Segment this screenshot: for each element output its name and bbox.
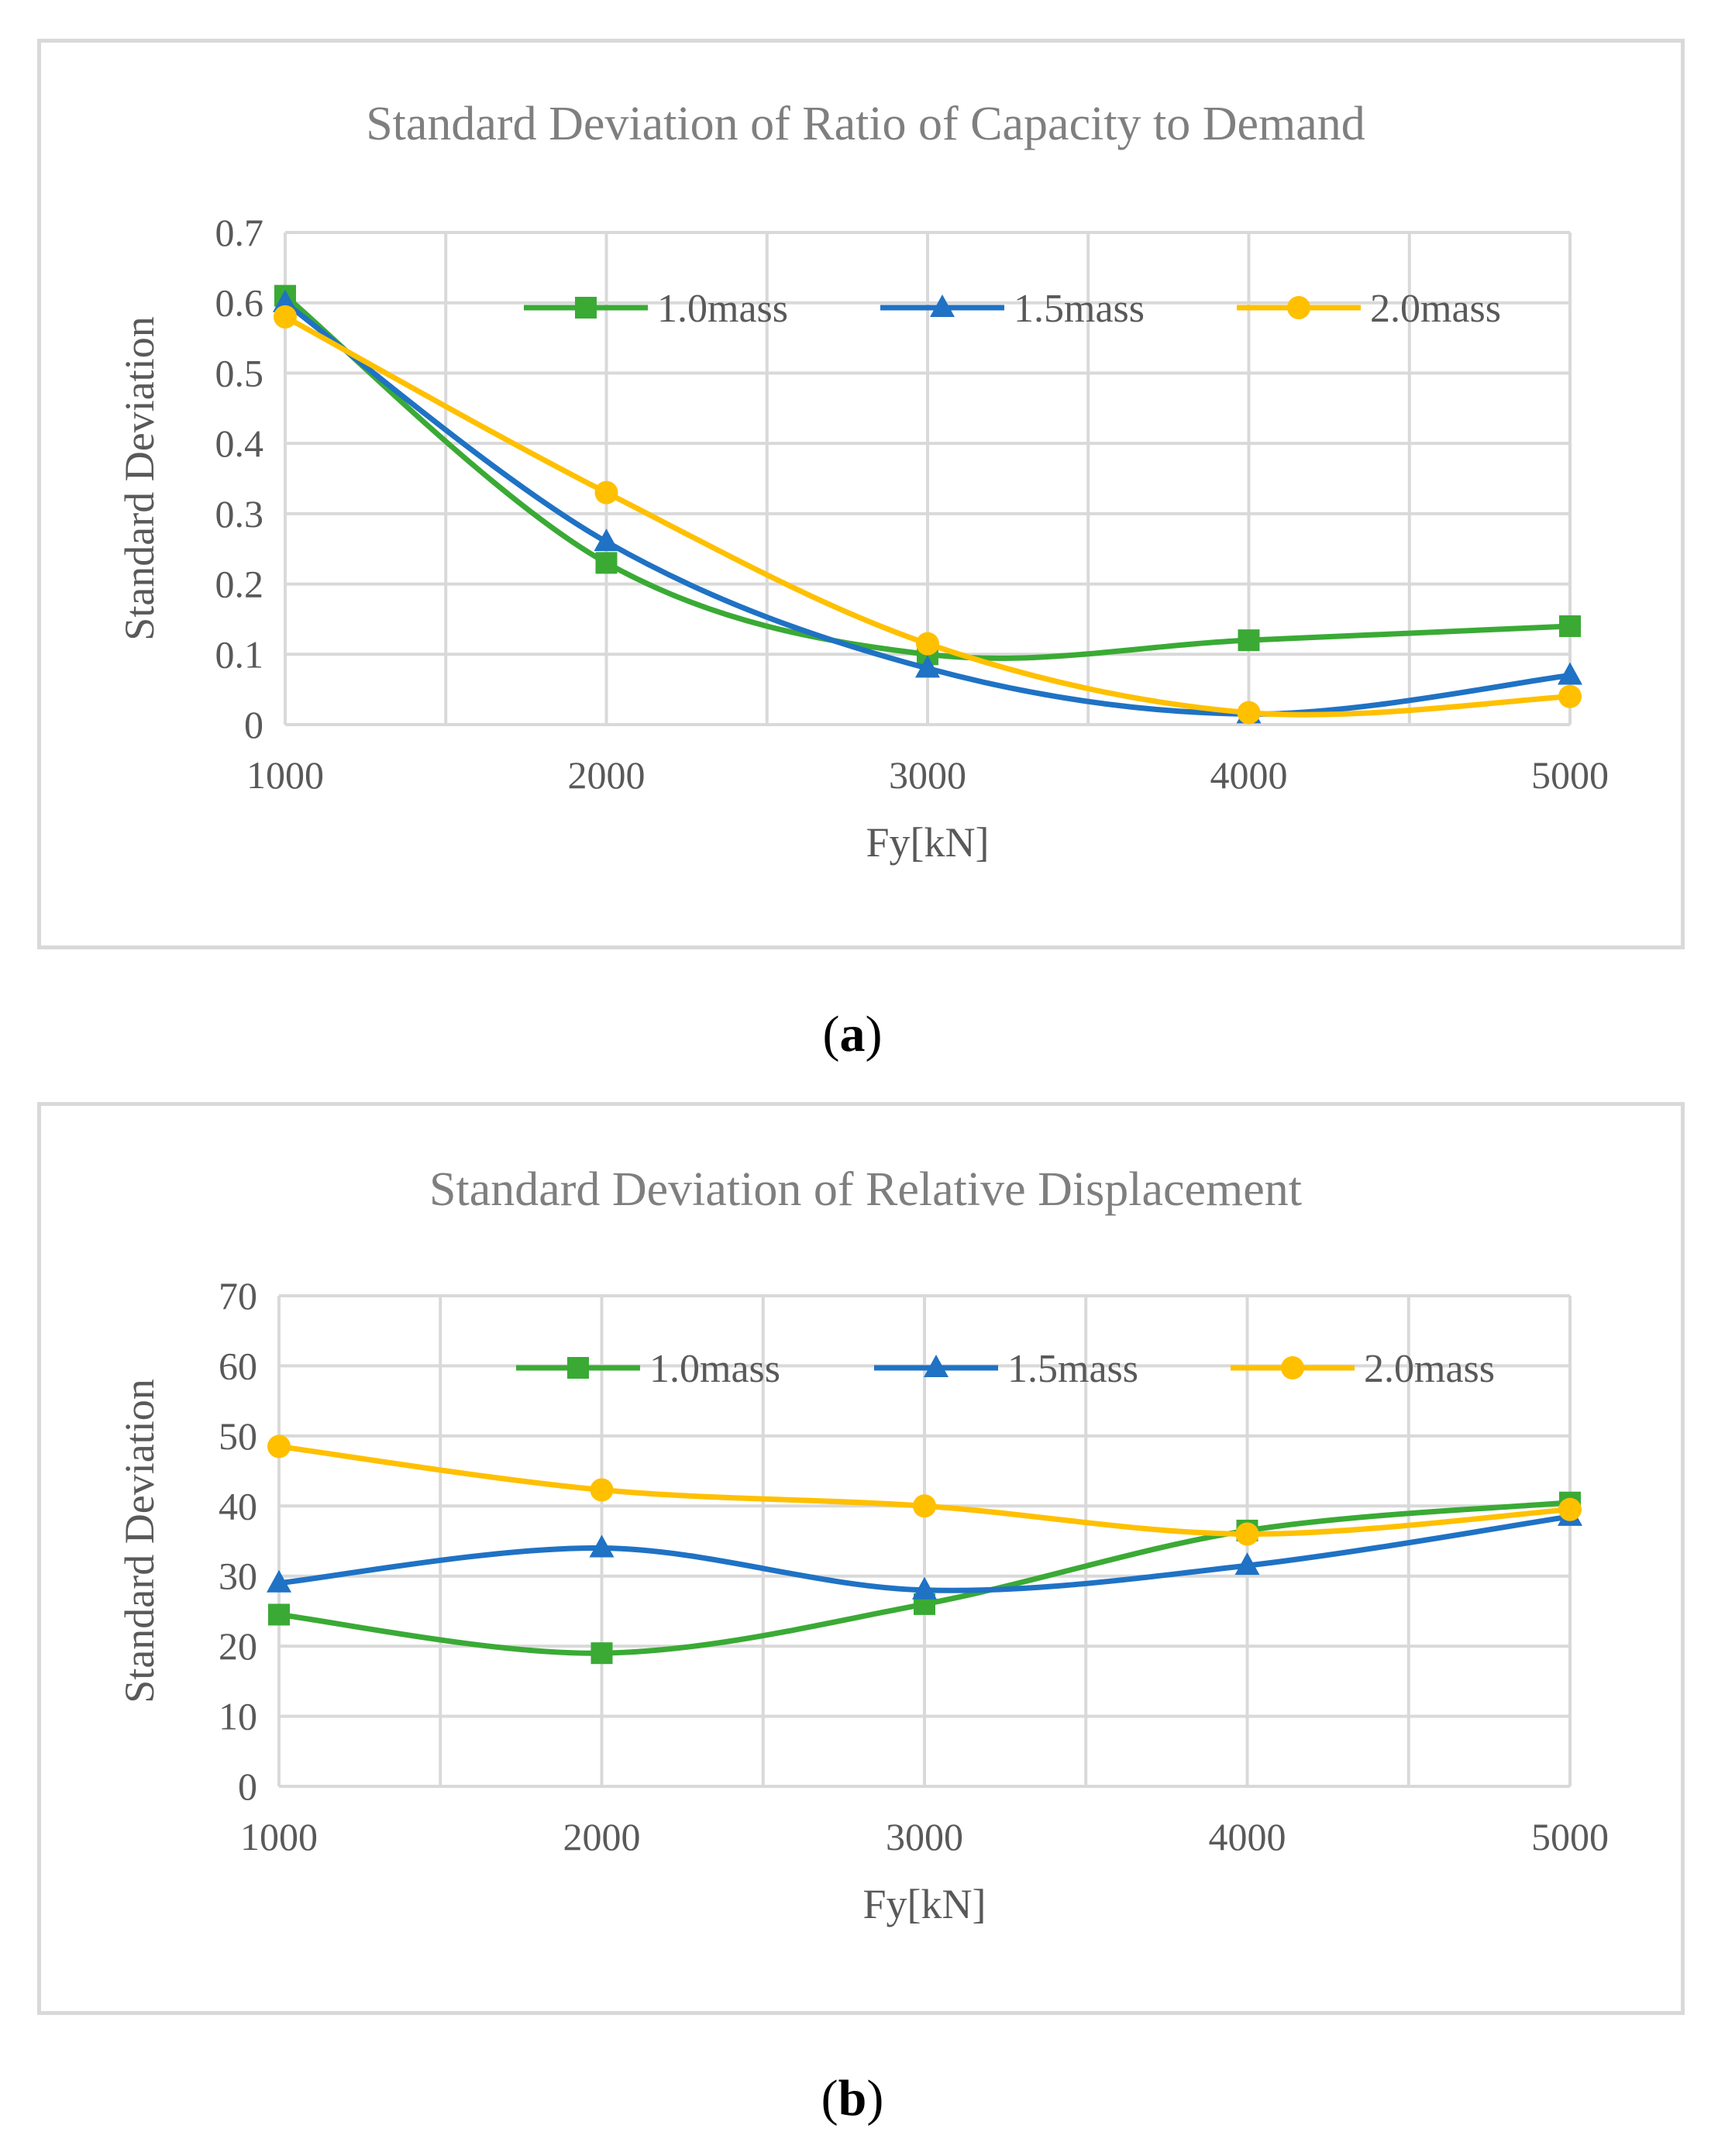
chart-a-title: Standard Deviation of Ratio of Capacity … <box>366 98 1365 150</box>
chart-a-legend-label-1.0mass: 1.0mass <box>657 287 788 331</box>
chart-b-data-point-2.0mass <box>590 1478 614 1502</box>
chart-b-x-tick-label: 1000 <box>240 1815 318 1858</box>
chart-b-data-point-2.0mass <box>267 1434 291 1459</box>
chart-a-legend-label-1.5mass: 1.5mass <box>1014 287 1145 331</box>
chart-a-svg: Standard Deviation of Ratio of Capacity … <box>116 98 1609 866</box>
caption-a: (a) <box>822 1006 883 1063</box>
chart-a-gridlines <box>284 231 1572 726</box>
chart-b-y-axis-title: Standard Deviation <box>116 1379 163 1703</box>
chart-a-y-tick-label: 0 <box>244 703 263 746</box>
chart-b-x-axis-title: Fy[kN] <box>863 1881 986 1927</box>
chart-panel-a: Standard Deviation of Ratio of Capacity … <box>37 39 1685 949</box>
chart-a-x-axis-title: Fy[kN] <box>866 819 990 866</box>
chart-b-x-tick-label: 3000 <box>886 1815 963 1858</box>
chart-panel-b: Standard Deviation of Relative Displacem… <box>37 1102 1685 2015</box>
chart-b-y-tick-label: 0 <box>238 1765 257 1808</box>
chart-b-svg: Standard Deviation of Relative Displacem… <box>116 1163 1609 1927</box>
chart-a-x-tick-label: 4000 <box>1210 753 1288 797</box>
chart-b-data-point-2.0mass <box>1235 1522 1259 1546</box>
chart-b-y-tick-label: 20 <box>219 1624 257 1668</box>
caption-a-letter: a <box>839 1006 866 1063</box>
chart-a-data-point-2.0mass <box>594 480 618 505</box>
chart-b-data-point-1.5mass <box>267 1569 291 1593</box>
chart-a-data-point-1.5mass <box>1558 662 1582 685</box>
chart-a-y-tick-label: 0.2 <box>215 563 264 606</box>
chart-b-legend: 1.0mass 1.5mass 2.0mass <box>516 1347 1495 1391</box>
chart-a-y-tick-label: 0.3 <box>215 492 264 536</box>
chart-a-series-line-1.5mass <box>282 300 1573 717</box>
chart-b-data-point-1.0mass <box>590 1642 613 1665</box>
chart-a-legend: 1.0mass 1.5mass 2.0mass <box>524 287 1501 331</box>
chart-b-x-tick-label: 2000 <box>563 1815 641 1858</box>
chart-b-data-point-2.0mass <box>1558 1497 1582 1521</box>
chart-a-x-tick-label: 3000 <box>889 753 966 797</box>
chart-b-series-2.0mass <box>267 1434 1582 1546</box>
chart-a-y-tick-label: 0.7 <box>215 211 264 254</box>
chart-a-series-2.0mass <box>274 305 1582 725</box>
caption-b: (b) <box>821 2070 884 2127</box>
chart-b-y-tick-label: 30 <box>219 1555 257 1598</box>
chart-a-data-point-2.0mass <box>1237 701 1261 725</box>
chart-a-data-point-2.0mass <box>274 305 297 329</box>
chart-a-y-axis-title: Standard Deviation <box>116 316 163 640</box>
chart-a-data-point-2.0mass <box>916 632 939 656</box>
chart-b-y-tick-label: 70 <box>219 1274 257 1317</box>
chart-a-data-point-1.0mass <box>1559 615 1581 637</box>
chart-b-legend-marker-1.5mass <box>924 1355 949 1377</box>
chart-b-data-point-1.5mass <box>1234 1552 1260 1576</box>
chart-a-y-tick-label: 0.5 <box>215 351 264 394</box>
chart-b-legend-marker-2.0mass <box>1281 1356 1304 1379</box>
chart-a-legend-label-2.0mass: 2.0mass <box>1370 287 1501 331</box>
chart-b-y-tick-label: 50 <box>219 1414 257 1458</box>
chart-a-x-tick-label: 5000 <box>1531 753 1609 797</box>
chart-b-data-point-1.5mass <box>589 1534 615 1558</box>
chart-b-x-tick-label: 5000 <box>1531 1815 1609 1858</box>
chart-a-y-tick-label: 0.6 <box>215 281 264 325</box>
chart-b-y-tick-label: 10 <box>219 1695 257 1738</box>
chart-b-data-point-2.0mass <box>913 1494 936 1518</box>
chart-a-y-tick-label: 0.4 <box>215 422 264 465</box>
chart-a-x-tick-label: 2000 <box>568 753 646 797</box>
chart-a-data-point-1.5mass <box>273 289 298 312</box>
chart-b-y-tick-label: 40 <box>219 1484 257 1527</box>
chart-b-legend-label-2.0mass: 2.0mass <box>1364 1347 1495 1391</box>
chart-a-legend-marker-1.5mass <box>930 294 955 317</box>
chart-b-legend-label-1.0mass: 1.0mass <box>649 1347 780 1391</box>
chart-b-data-point-1.5mass <box>912 1576 937 1600</box>
chart-a-legend-marker-1.0mass <box>575 297 597 319</box>
chart-a-data-point-2.0mass <box>1558 684 1582 708</box>
chart-b-legend-marker-1.0mass <box>567 1357 589 1379</box>
chart-a-data-point-1.0mass <box>595 552 618 574</box>
chart-a-data-point-1.5mass <box>915 655 940 678</box>
caption-b-letter: b <box>838 2070 867 2127</box>
chart-b-data-point-1.0mass <box>268 1603 290 1626</box>
chart-a-data-point-1.0mass <box>1238 629 1260 652</box>
chart-b-title: Standard Deviation of Relative Displacem… <box>429 1163 1302 1216</box>
chart-b-x-tick-label: 4000 <box>1209 1815 1286 1858</box>
chart-b-y-tick-label: 60 <box>219 1344 257 1387</box>
chart-a-data-point-1.5mass <box>594 529 619 552</box>
chart-a-x-tick-label: 1000 <box>246 753 324 797</box>
chart-a-series-1.0mass <box>274 284 1581 666</box>
chart-b-legend-label-1.5mass: 1.5mass <box>1007 1347 1138 1391</box>
chart-a-legend-marker-2.0mass <box>1287 296 1310 319</box>
chart-a-y-tick-label: 0.1 <box>215 632 264 676</box>
chart-b-gridlines <box>277 1294 1572 1788</box>
